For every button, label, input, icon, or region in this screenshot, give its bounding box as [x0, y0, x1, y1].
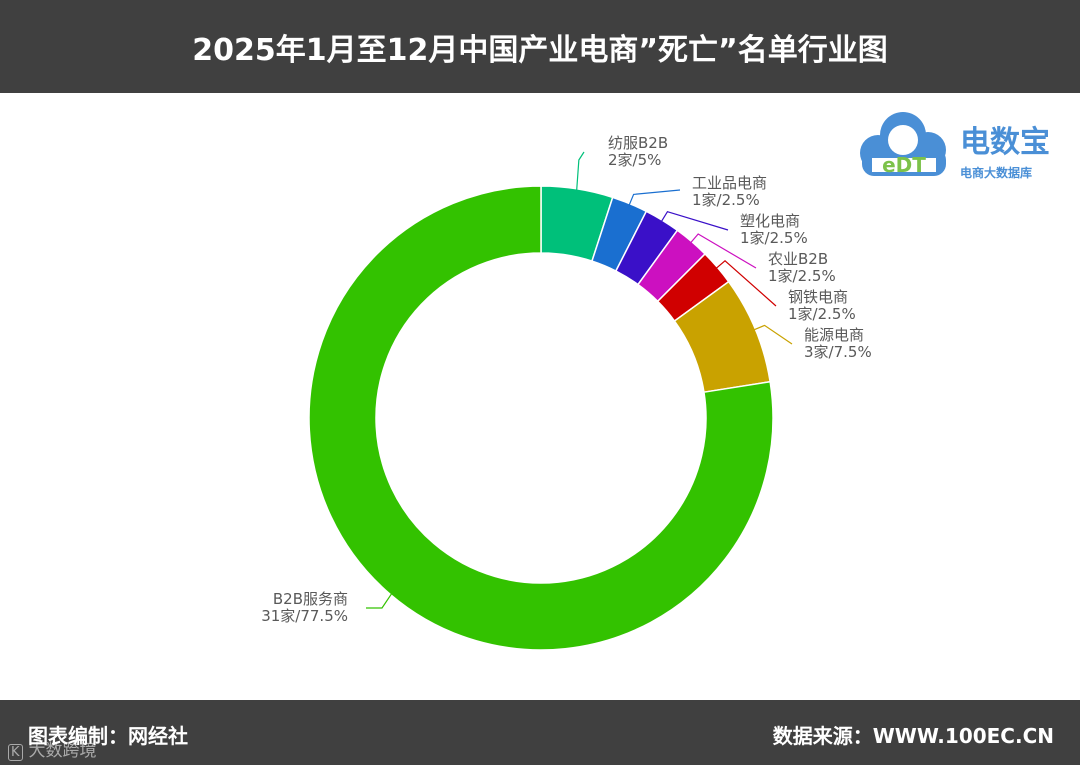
- footer-source: 数据来源：WWW.100EC.CN: [772, 724, 1054, 748]
- slice-label-value: 31家/77.5%: [261, 607, 348, 625]
- slice-labels: 纺服B2B2家/5%工业品电商1家/2.5%塑化电商1家/2.5%农业B2B1家…: [261, 134, 872, 625]
- watermark: K 大数跨境: [8, 736, 97, 761]
- slice-label-name: 钢铁电商: [788, 288, 848, 306]
- slice-label-name: 纺服B2B: [608, 134, 668, 152]
- donut-slices: [308, 185, 774, 651]
- slice-label-value: 2家/5%: [608, 151, 661, 169]
- chart-title: 2025年1月至12月中国产业电商”死亡”名单行业图: [192, 32, 888, 68]
- leader-lines: [366, 151, 793, 609]
- leader-line: [749, 324, 793, 345]
- leader-line: [712, 260, 777, 307]
- leader-line: [366, 589, 395, 609]
- slice-label-name: 农业B2B: [768, 250, 828, 268]
- slice-label-value: 3家/7.5%: [804, 343, 872, 361]
- donut-slice: [308, 185, 774, 651]
- leader-line: [626, 189, 681, 210]
- footer-compiler: 图表编制：网经社: [28, 724, 188, 748]
- slice-label-name: 能源电商: [804, 326, 864, 344]
- footer-bar: 图表编制：网经社 数据来源：WWW.100EC.CN K 大数跨境: [0, 700, 1080, 765]
- slice-label-value: 1家/2.5%: [692, 191, 760, 209]
- logo-mark: eDT: [882, 153, 926, 177]
- leader-line: [687, 233, 757, 269]
- donut-chart: 纺服B2B2家/5%工业品电商1家/2.5%塑化电商1家/2.5%农业B2B1家…: [261, 112, 1050, 651]
- watermark-text: 大数跨境: [28, 741, 97, 761]
- slice-label-name: 塑化电商: [740, 212, 800, 230]
- leader-line: [658, 210, 729, 231]
- chart-title-bar: 2025年1月至12月中国产业电商”死亡”名单行业图: [0, 0, 1080, 93]
- slice-label-name: 工业品电商: [692, 174, 767, 192]
- logo-name: 电数宝: [960, 125, 1050, 160]
- slice-label-name: B2B服务商: [273, 590, 348, 608]
- slice-label-value: 1家/2.5%: [768, 267, 836, 285]
- leader-line: [575, 151, 585, 195]
- slice-label-value: 1家/2.5%: [788, 305, 856, 323]
- watermark-mark: K: [8, 744, 23, 761]
- logo: eDT 电数宝 电商大数据库: [860, 112, 1050, 180]
- slice-label-value: 1家/2.5%: [740, 229, 808, 247]
- cloud-icon: [860, 112, 946, 176]
- logo-subtitle: 电商大数据库: [960, 165, 1032, 180]
